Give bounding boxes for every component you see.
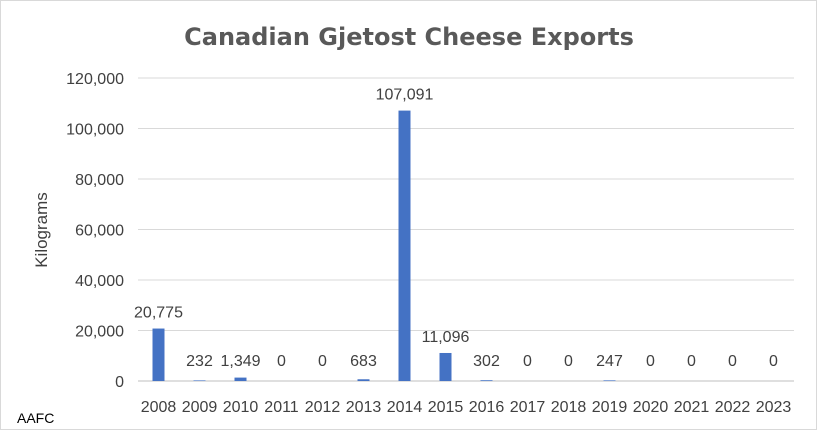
data-label-2009: 232 [186,353,213,370]
x-tick-label: 2011 [264,399,299,416]
x-tick-label: 2012 [305,399,341,416]
data-label-2010: 1,349 [220,353,260,370]
x-tick-label: 2013 [346,399,382,416]
y-axis-label: Kilograms [32,192,51,268]
data-label-2022: 0 [728,353,737,370]
chart-title: Canadian Gjetost Cheese Exports [184,23,634,51]
y-tick-label: 80,000 [75,172,124,189]
y-tick-label: 40,000 [75,273,124,290]
bar-2015 [439,352,452,381]
y-tick-label: 60,000 [75,223,124,240]
x-tick-label: 2016 [469,399,505,416]
data-label-2015: 11,096 [422,329,470,346]
x-tick-label: 2018 [551,399,587,416]
x-tick-label: 2022 [715,399,751,416]
data-label-2013: 683 [350,353,377,370]
data-label-2021: 0 [687,353,696,370]
x-axis-ticks: 2008 2009 2010 2011 2012 2013 2014 2015 2016 2017… [141,399,792,416]
x-tick-label: 2023 [756,399,792,416]
x-tick-label: 2014 [387,399,423,416]
bar-2008 [152,328,165,381]
gridlines [138,77,794,382]
data-label-2017: 0 [523,353,532,370]
data-label-2020: 0 [646,353,655,370]
data-label-2018: 0 [564,353,573,370]
data-label-2011: 0 [277,353,286,370]
data-label-2023: 0 [769,353,778,370]
bar-2019 [603,380,616,381]
bar-2009 [193,380,206,381]
y-tick-label: 0 [115,374,124,391]
data-label-2019: 247 [596,353,623,370]
bar-2016 [480,380,493,381]
y-tick-label: 120,000 [66,71,124,88]
x-tick-label: 2009 [182,399,218,416]
x-tick-label: 2015 [428,399,464,416]
data-label-2016: 302 [473,353,500,370]
y-axis-ticks: 0 20,000 40,000 60,000 80,000 100,000 120,000 [66,71,124,391]
data-label-2012: 0 [318,353,327,370]
bar-2010 [234,377,247,381]
x-tick-label: 2017 [510,399,546,416]
x-tick-label: 2021 [674,399,710,416]
x-tick-label: 2020 [633,399,669,416]
data-label-2008: 20,775 [134,305,183,322]
y-tick-label: 20,000 [75,324,124,341]
source-label: AAFC [17,410,54,426]
bars [152,110,616,382]
bar-2013 [357,379,370,381]
x-tick-label: 2008 [141,399,177,416]
bar-2014 [398,110,411,382]
data-label-2014: 107,091 [376,87,434,104]
x-tick-label: 2019 [592,399,628,416]
x-tick-label: 2010 [223,399,259,416]
y-tick-label: 100,000 [66,122,124,139]
